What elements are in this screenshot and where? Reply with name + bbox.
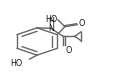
Text: HO: HO	[10, 59, 23, 68]
Text: H: H	[48, 17, 54, 26]
Text: HO: HO	[45, 15, 57, 24]
Text: O: O	[65, 46, 72, 55]
Text: O: O	[78, 19, 85, 28]
Text: N: N	[48, 24, 54, 33]
